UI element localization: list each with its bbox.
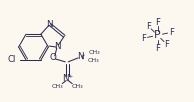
Text: F: F bbox=[146, 22, 151, 31]
Text: N: N bbox=[54, 42, 61, 51]
Text: N: N bbox=[77, 52, 83, 61]
Text: F: F bbox=[155, 44, 160, 53]
Text: CH₃: CH₃ bbox=[88, 58, 100, 63]
Text: CH₃: CH₃ bbox=[71, 84, 83, 89]
Text: CH₃: CH₃ bbox=[89, 50, 101, 55]
Text: F: F bbox=[155, 18, 160, 27]
Text: N⁺: N⁺ bbox=[62, 74, 73, 83]
Text: Cl: Cl bbox=[8, 55, 16, 64]
Text: F: F bbox=[164, 40, 169, 49]
Text: N: N bbox=[47, 20, 53, 29]
Text: F: F bbox=[141, 34, 146, 43]
Text: CH₃: CH₃ bbox=[51, 84, 63, 89]
Text: F: F bbox=[169, 28, 174, 37]
Text: P: P bbox=[154, 30, 161, 40]
Text: O: O bbox=[50, 53, 57, 62]
